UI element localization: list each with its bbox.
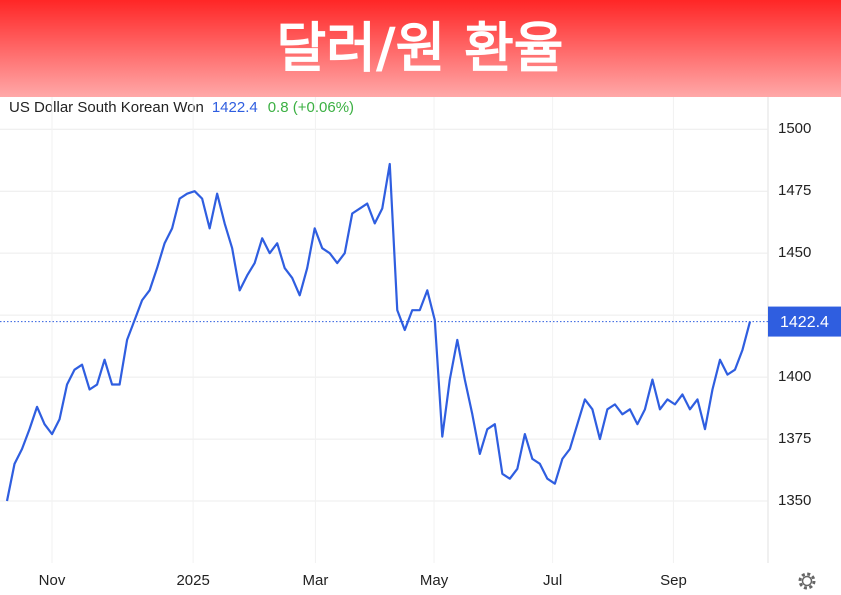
x-tick-label: Nov	[39, 572, 66, 589]
grid	[0, 97, 768, 563]
change-label: 0.8 (+0.06%)	[268, 99, 354, 116]
x-tick-label: May	[420, 572, 449, 589]
y-tick-label: 1450	[778, 244, 811, 261]
x-tick-label: Jul	[543, 572, 562, 589]
title-banner	[0, 0, 841, 97]
last-value: 1422.4	[212, 99, 258, 116]
x-tick-label: 2025	[176, 572, 209, 589]
y-tick-label: 1400	[778, 368, 811, 385]
y-tick-label: 1375	[778, 430, 811, 447]
legend-entry: US Dollar South Korean Won	[9, 99, 204, 116]
y-tick-label: 1475	[778, 182, 811, 199]
settings-icon[interactable]	[798, 572, 816, 590]
chart-title: 달러/원 환율	[277, 17, 564, 80]
last-value-label: 1422.4	[780, 314, 829, 331]
y-tick-label: 1500	[778, 120, 811, 137]
x-tick-label: Sep	[660, 572, 687, 589]
line-series	[5, 162, 752, 502]
last-value-box	[768, 306, 841, 337]
x-tick-label: Mar	[303, 572, 329, 589]
y-tick-label: 1350	[778, 492, 811, 509]
